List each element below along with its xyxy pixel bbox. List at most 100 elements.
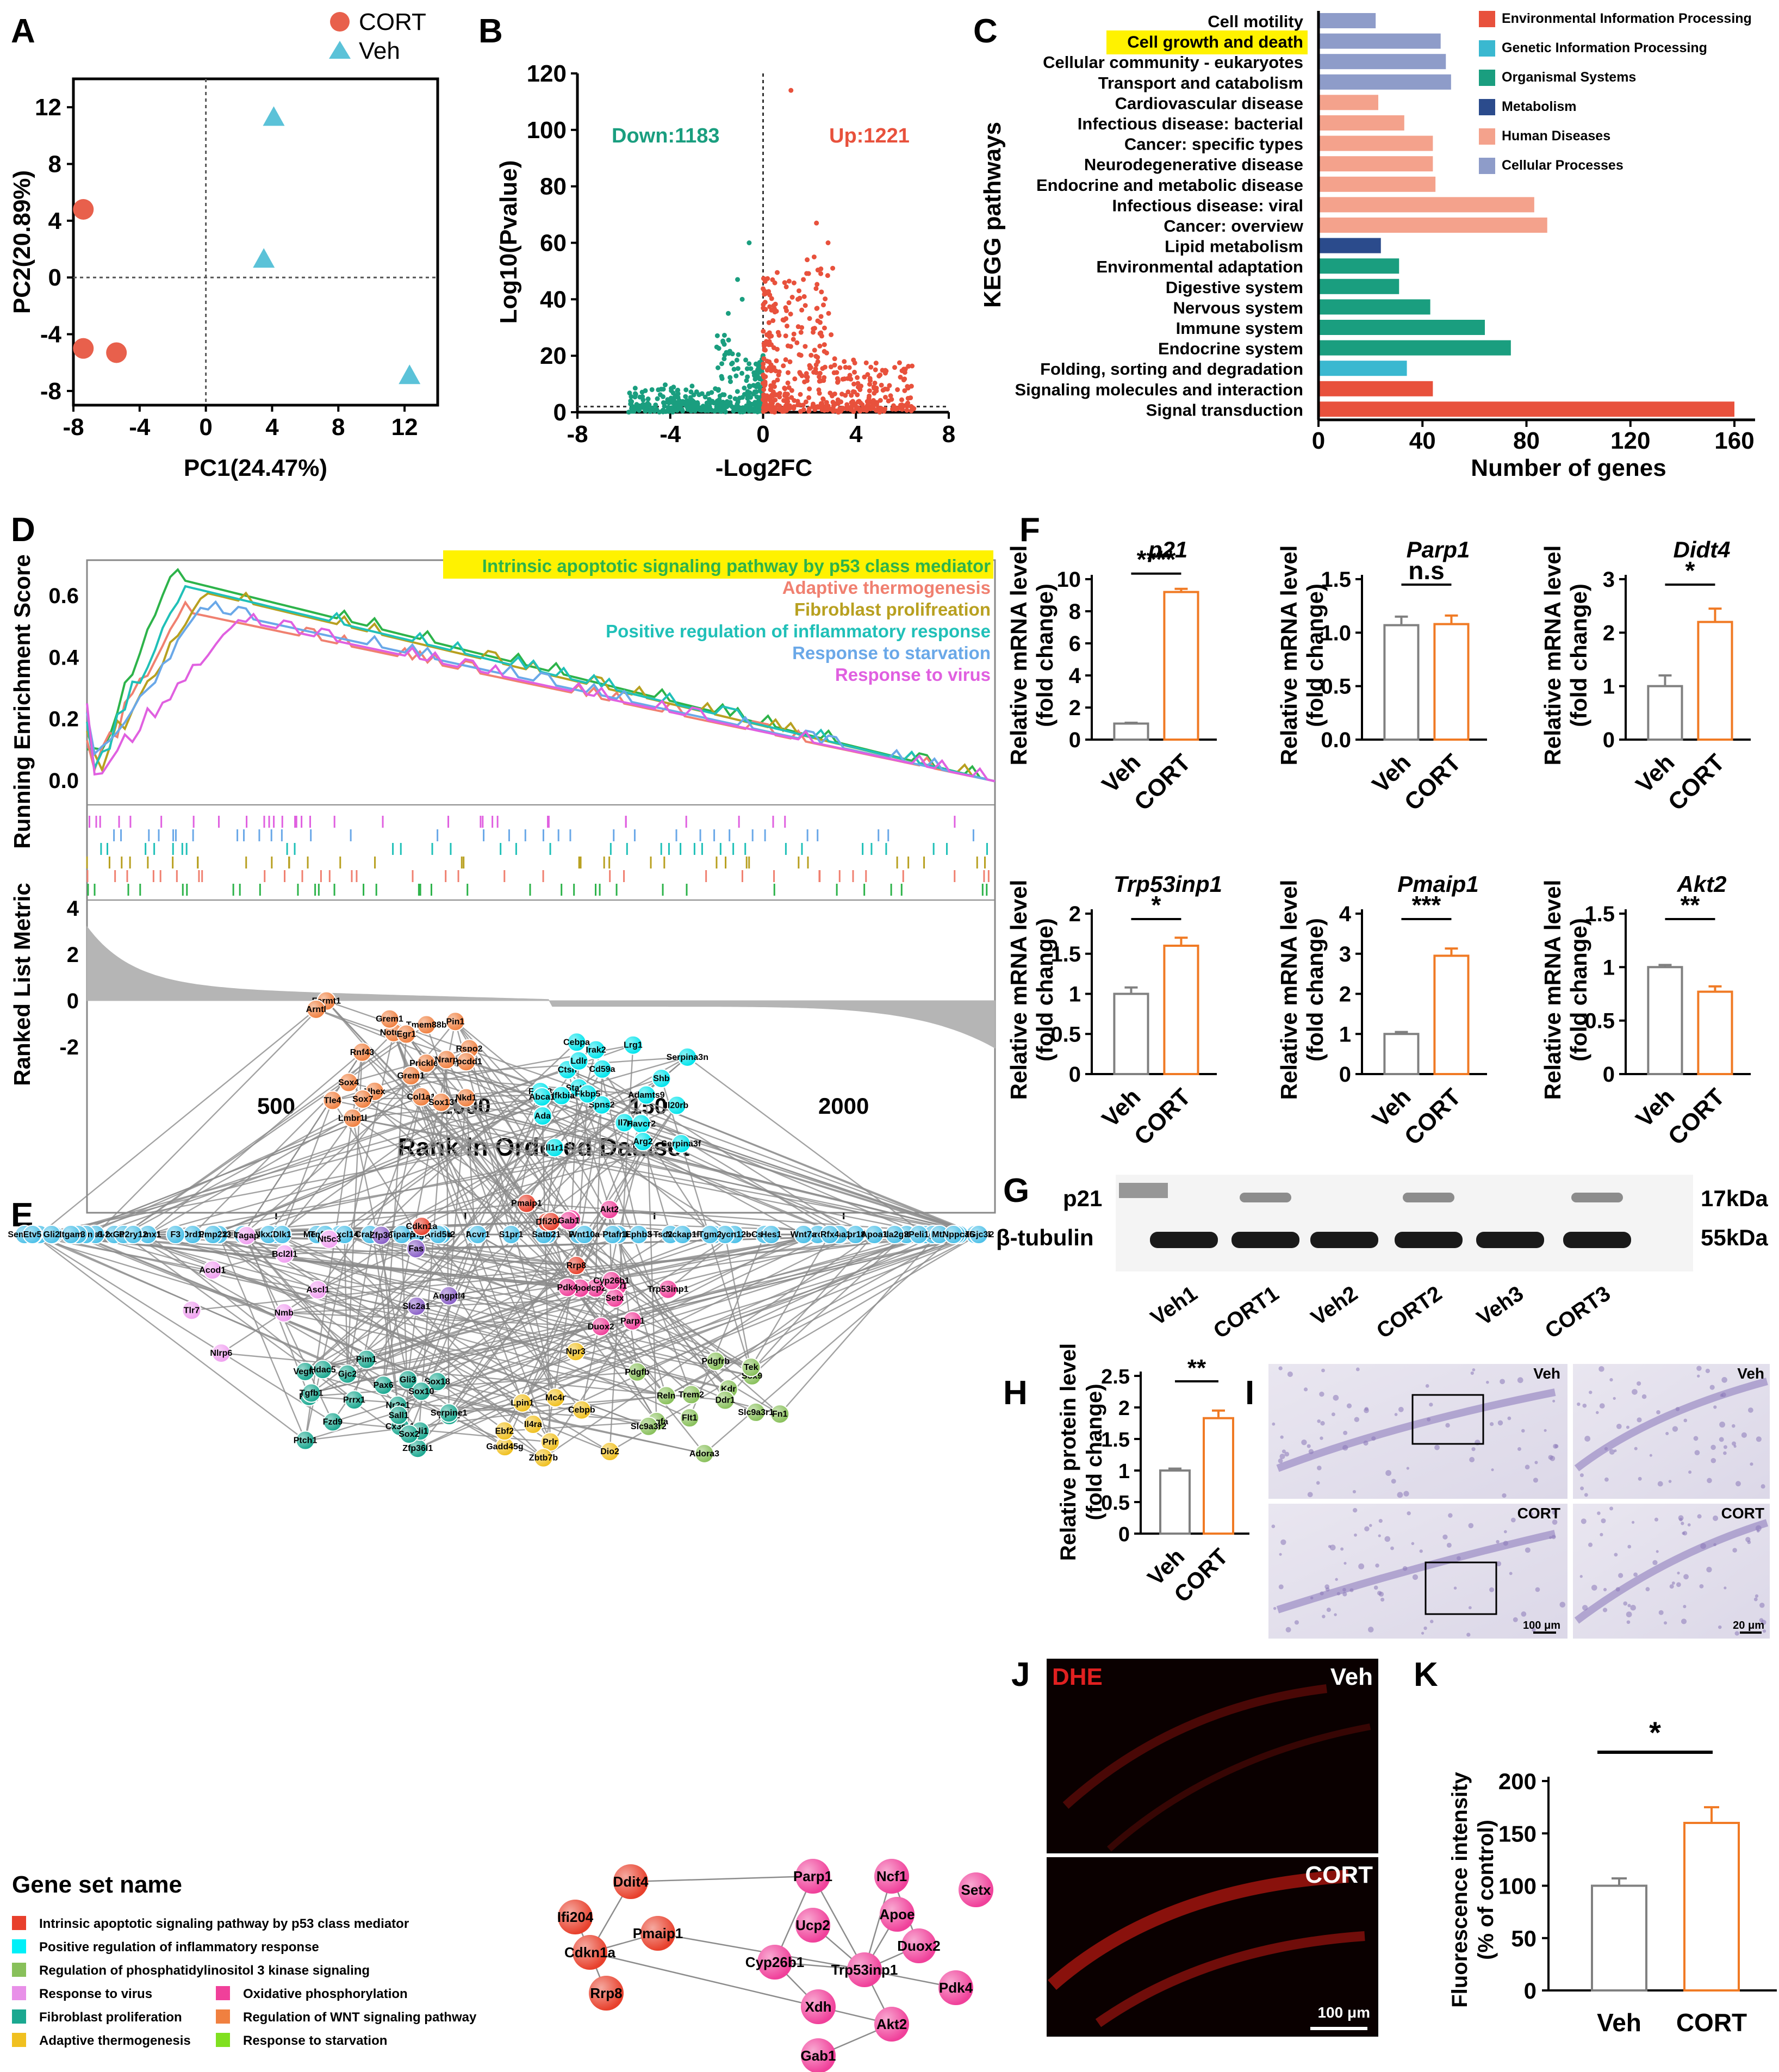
histo-cell: [1320, 1421, 1325, 1426]
histo-cell: [1411, 1542, 1415, 1546]
network-legend-label: Fibroblast proliferation: [39, 2010, 182, 2025]
fluor-category-label: Veh: [1597, 2008, 1641, 2037]
kegg-legend-label: Metabolism: [1502, 99, 1577, 114]
volcano-point-down: [645, 404, 650, 410]
mrna-gene-title: Didt4: [1674, 537, 1731, 562]
volcano-point-up: [899, 397, 904, 402]
network-edge: [33, 1233, 333, 1423]
network-edge: [242, 1233, 611, 1453]
histo-cell: [1391, 1479, 1396, 1484]
histo-cell: [1577, 1402, 1581, 1406]
volcano-point-up: [825, 273, 830, 278]
network-edge: [51, 1096, 543, 1236]
network-edge: [426, 1024, 556, 1398]
histo-cell: [1535, 1587, 1540, 1592]
volcano-point-up: [761, 356, 767, 361]
network-edge: [332, 1100, 979, 1236]
network-edge: [401, 1234, 410, 1435]
volcano-point-up: [763, 307, 768, 312]
network-node-shine: [308, 1280, 327, 1299]
histo-cell: [1280, 1539, 1286, 1545]
network-node-label: Egr1: [397, 1029, 416, 1039]
kegg-category-label: Transport and catabolism: [1098, 73, 1303, 92]
network-node-shine: [575, 1225, 594, 1244]
volcano-point-down: [665, 407, 670, 413]
volcano-point-down: [744, 378, 749, 383]
volcano-point-down: [744, 403, 749, 408]
volcano-point-up: [855, 405, 861, 411]
volcano-point-up: [781, 363, 786, 369]
volcano-point-up: [889, 396, 894, 402]
network-node-label: Tlr7: [184, 1306, 200, 1315]
network-edge: [455, 1021, 543, 1116]
volcano-point-up: [887, 383, 892, 388]
volcano-point-down: [754, 369, 759, 375]
histo-cell: [1627, 1544, 1632, 1549]
volcano-point-up: [824, 400, 829, 405]
network-node-label: Pmp22: [198, 1230, 227, 1239]
mrna-bar: [1163, 591, 1199, 741]
volcano-point-up: [813, 370, 819, 375]
network-node-shine: [468, 1225, 487, 1244]
histo-cell: [1633, 1572, 1638, 1577]
volcano-point-down: [672, 401, 677, 407]
network-node-label: Nkd1: [456, 1094, 477, 1103]
histo-cell: [1582, 1404, 1587, 1408]
volcano-point-up: [839, 392, 844, 397]
histo-cell: [1668, 1480, 1672, 1483]
network-node-shine: [437, 1050, 456, 1069]
network-node-label: Shb: [653, 1074, 669, 1083]
network-node-shine: [578, 1084, 597, 1103]
network-node-shine: [61, 1225, 80, 1244]
volcano-point-up: [787, 359, 793, 364]
volcano-point-up: [801, 277, 806, 282]
histo-cell: [1346, 1403, 1352, 1409]
network-node-shine: [794, 1225, 813, 1244]
volcano-point-down: [714, 344, 719, 350]
histo-cell: [1322, 1615, 1326, 1618]
mrna-ylabel-unit: (fold change): [1032, 918, 1058, 1062]
kegg-legend-swatch: [1479, 70, 1495, 86]
gsea-ytick-label: 0: [67, 989, 79, 1013]
volcano-point-down: [632, 386, 638, 391]
pca-points: [73, 106, 421, 384]
network-edge: [347, 1233, 979, 1375]
volcano-point-down: [683, 394, 688, 399]
volcano-point-up: [804, 271, 810, 276]
mrna-bar: [1647, 685, 1683, 741]
protein-bar: [1159, 1469, 1191, 1535]
volcano-point-up: [770, 400, 775, 406]
volcano-point-up: [782, 386, 787, 391]
kegg-bar: [1318, 238, 1381, 253]
network-node-shine: [552, 1086, 571, 1105]
network-node-label: Dlk1: [273, 1230, 291, 1239]
volcano-point-up: [892, 365, 898, 370]
mrna-sig: ***: [1412, 891, 1441, 919]
network-legend-label: Intrinsic apoptotic signaling pathway by…: [39, 1916, 409, 1931]
pca-xtick-label: 8: [332, 414, 345, 441]
volcano-point-up: [817, 331, 823, 336]
subnetwork-node-label: Ddit4: [613, 1874, 649, 1890]
blot-lane-label: CORT3: [1541, 1281, 1615, 1343]
volcano-point-up: [878, 398, 883, 403]
volcano-point-up: [781, 318, 787, 323]
network-node-shine: [183, 1225, 202, 1244]
volcano-point-up: [883, 394, 888, 400]
histo-cell: [1525, 1465, 1530, 1470]
network-edge: [540, 1090, 979, 1236]
histo-cell: [1733, 1444, 1737, 1448]
histo-cell: [1500, 1379, 1506, 1385]
network-node-shine: [633, 1132, 652, 1151]
volcano-point-up: [849, 393, 854, 398]
histo-cell: [1378, 1534, 1381, 1537]
volcano-point-up: [772, 384, 777, 389]
network-node-shine: [345, 1391, 364, 1410]
volcano-point-down: [655, 396, 660, 401]
volcano-point-down: [716, 388, 721, 393]
network-edge: [417, 1233, 919, 1449]
volcano-point-up: [826, 311, 831, 316]
network-node-shine: [138, 1225, 157, 1244]
volcano-point-up: [762, 382, 768, 387]
network-node-label: Tmem88b: [406, 1020, 447, 1029]
